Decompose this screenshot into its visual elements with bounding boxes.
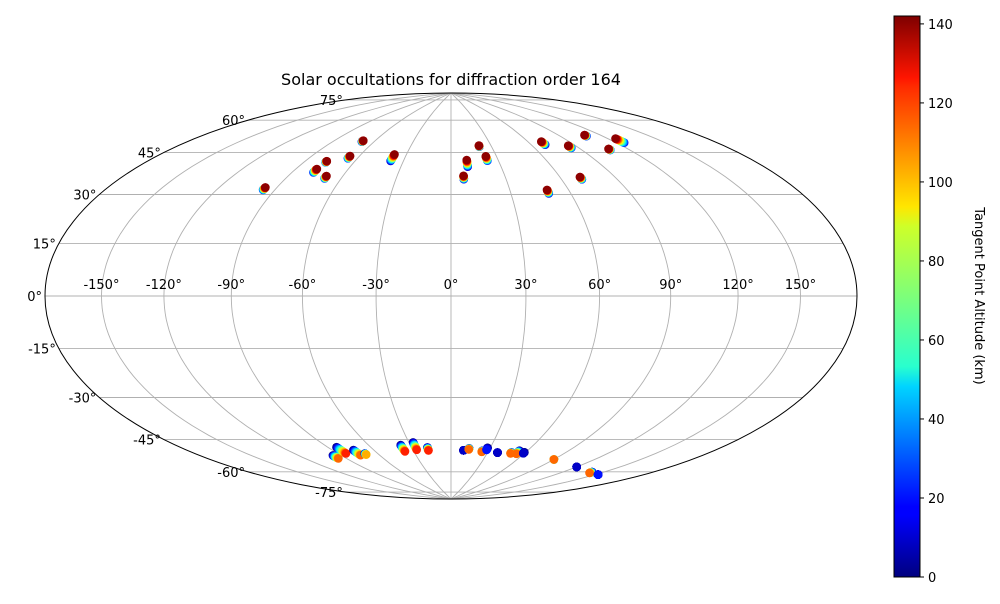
- occultation-point: [512, 449, 521, 459]
- longitude-labels: -150° -120° -90° -60° -30° 0° 30° 60° 90° 120° 150…: [83, 278, 816, 293]
- colorbar-tick-label: 60: [928, 334, 945, 349]
- occultation-point: [518, 449, 528, 458]
- occultation-point: [424, 446, 433, 455]
- occultation-point: [593, 470, 603, 479]
- occultation-point: [585, 468, 594, 478]
- colorbar: 0 20 40 60 80 100 120 140 Tangent Point Altitud…: [893, 15, 986, 586]
- lat-tick-label: -45°: [133, 434, 161, 449]
- lon-tick-label: -60°: [289, 278, 317, 293]
- latitude-labels: -75° -60° -45° -30° -15° 0° 15° 30° 45° 60° 75°: [27, 94, 343, 501]
- lon-tick-label: -120°: [146, 278, 182, 293]
- colorbar-tick-label: 0: [928, 571, 936, 586]
- chart-title: Solar occultations for diffraction order…: [281, 70, 621, 89]
- occultation-point: [542, 185, 552, 195]
- occultation-point: [481, 152, 491, 161]
- occultation-point: [334, 454, 343, 463]
- lon-tick-label: 0°: [444, 278, 459, 293]
- occultation-point: [580, 130, 589, 140]
- lat-tick-label: -60°: [217, 466, 245, 481]
- occultation-point: [537, 137, 546, 146]
- colorbar-tick-label: 40: [928, 413, 945, 428]
- occultation-point: [611, 134, 620, 143]
- occultation-point: [572, 462, 581, 472]
- occultation-point: [361, 450, 371, 459]
- map-boundary: [44, 92, 858, 500]
- lat-tick-label: 75°: [320, 94, 343, 109]
- lat-tick-label: -75°: [315, 486, 343, 501]
- occultation-point: [412, 445, 422, 455]
- occultation-point: [549, 455, 559, 464]
- occultation-point: [400, 447, 410, 456]
- lat-tick-label: 0°: [27, 290, 42, 305]
- lon-tick-label: -30°: [362, 278, 390, 293]
- lat-tick-label: 30°: [73, 189, 96, 204]
- lon-tick-label: -90°: [217, 278, 245, 293]
- occultation-point: [464, 445, 474, 454]
- occultation-point: [390, 150, 399, 159]
- occultation-point: [345, 151, 355, 161]
- lat-tick-label: 45°: [138, 146, 161, 161]
- occultation-point: [322, 156, 332, 166]
- graticule: [45, 93, 857, 499]
- lon-tick-label: -150°: [83, 278, 119, 293]
- colorbar-tick-label: 20: [928, 492, 945, 507]
- lon-tick-label: 150°: [785, 278, 816, 293]
- occultation-point: [493, 448, 502, 457]
- occultation-point: [462, 155, 472, 165]
- lon-tick-label: 90°: [659, 278, 682, 293]
- occultation-point: [341, 449, 351, 458]
- occultation-point: [322, 171, 331, 181]
- occultation-points: [258, 130, 629, 479]
- lat-tick-label: -15°: [28, 343, 56, 358]
- colorbar-label: Tangent Point Altitude (km): [971, 206, 986, 384]
- lon-tick-label: 30°: [514, 278, 537, 293]
- occultation-point: [474, 141, 484, 150]
- lat-tick-label: 60°: [222, 114, 245, 129]
- occultation-point: [482, 445, 491, 455]
- lon-tick-label: 60°: [588, 278, 611, 293]
- occultation-point: [261, 183, 270, 192]
- occultation-point: [312, 164, 322, 174]
- lat-tick-label: -30°: [69, 392, 97, 407]
- colorbar-tick-label: 140: [928, 18, 953, 33]
- occultation-point: [604, 144, 613, 154]
- colorbar-ticks: 0 20 40 60 80 100 120 140: [920, 18, 953, 586]
- occultation-point: [563, 141, 573, 150]
- lon-tick-label: 120°: [722, 278, 753, 293]
- colorbar-gradient: [893, 15, 921, 578]
- lat-tick-label: 15°: [33, 237, 56, 252]
- colorbar-tick-label: 120: [928, 97, 953, 112]
- colorbar-tick-label: 100: [928, 176, 953, 191]
- occultation-point: [359, 136, 368, 145]
- colorbar-tick-label: 80: [928, 255, 945, 270]
- occultation-point: [575, 172, 585, 182]
- occultation-point: [459, 171, 468, 181]
